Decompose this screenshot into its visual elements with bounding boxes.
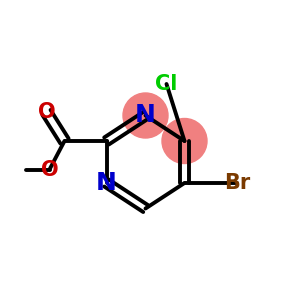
- Text: N: N: [96, 171, 117, 195]
- Circle shape: [123, 93, 168, 138]
- Text: N: N: [135, 103, 156, 127]
- Text: Br: Br: [224, 173, 250, 193]
- Text: Cl: Cl: [155, 74, 178, 94]
- Text: O: O: [41, 160, 58, 179]
- Circle shape: [162, 118, 207, 164]
- Text: O: O: [38, 103, 55, 122]
